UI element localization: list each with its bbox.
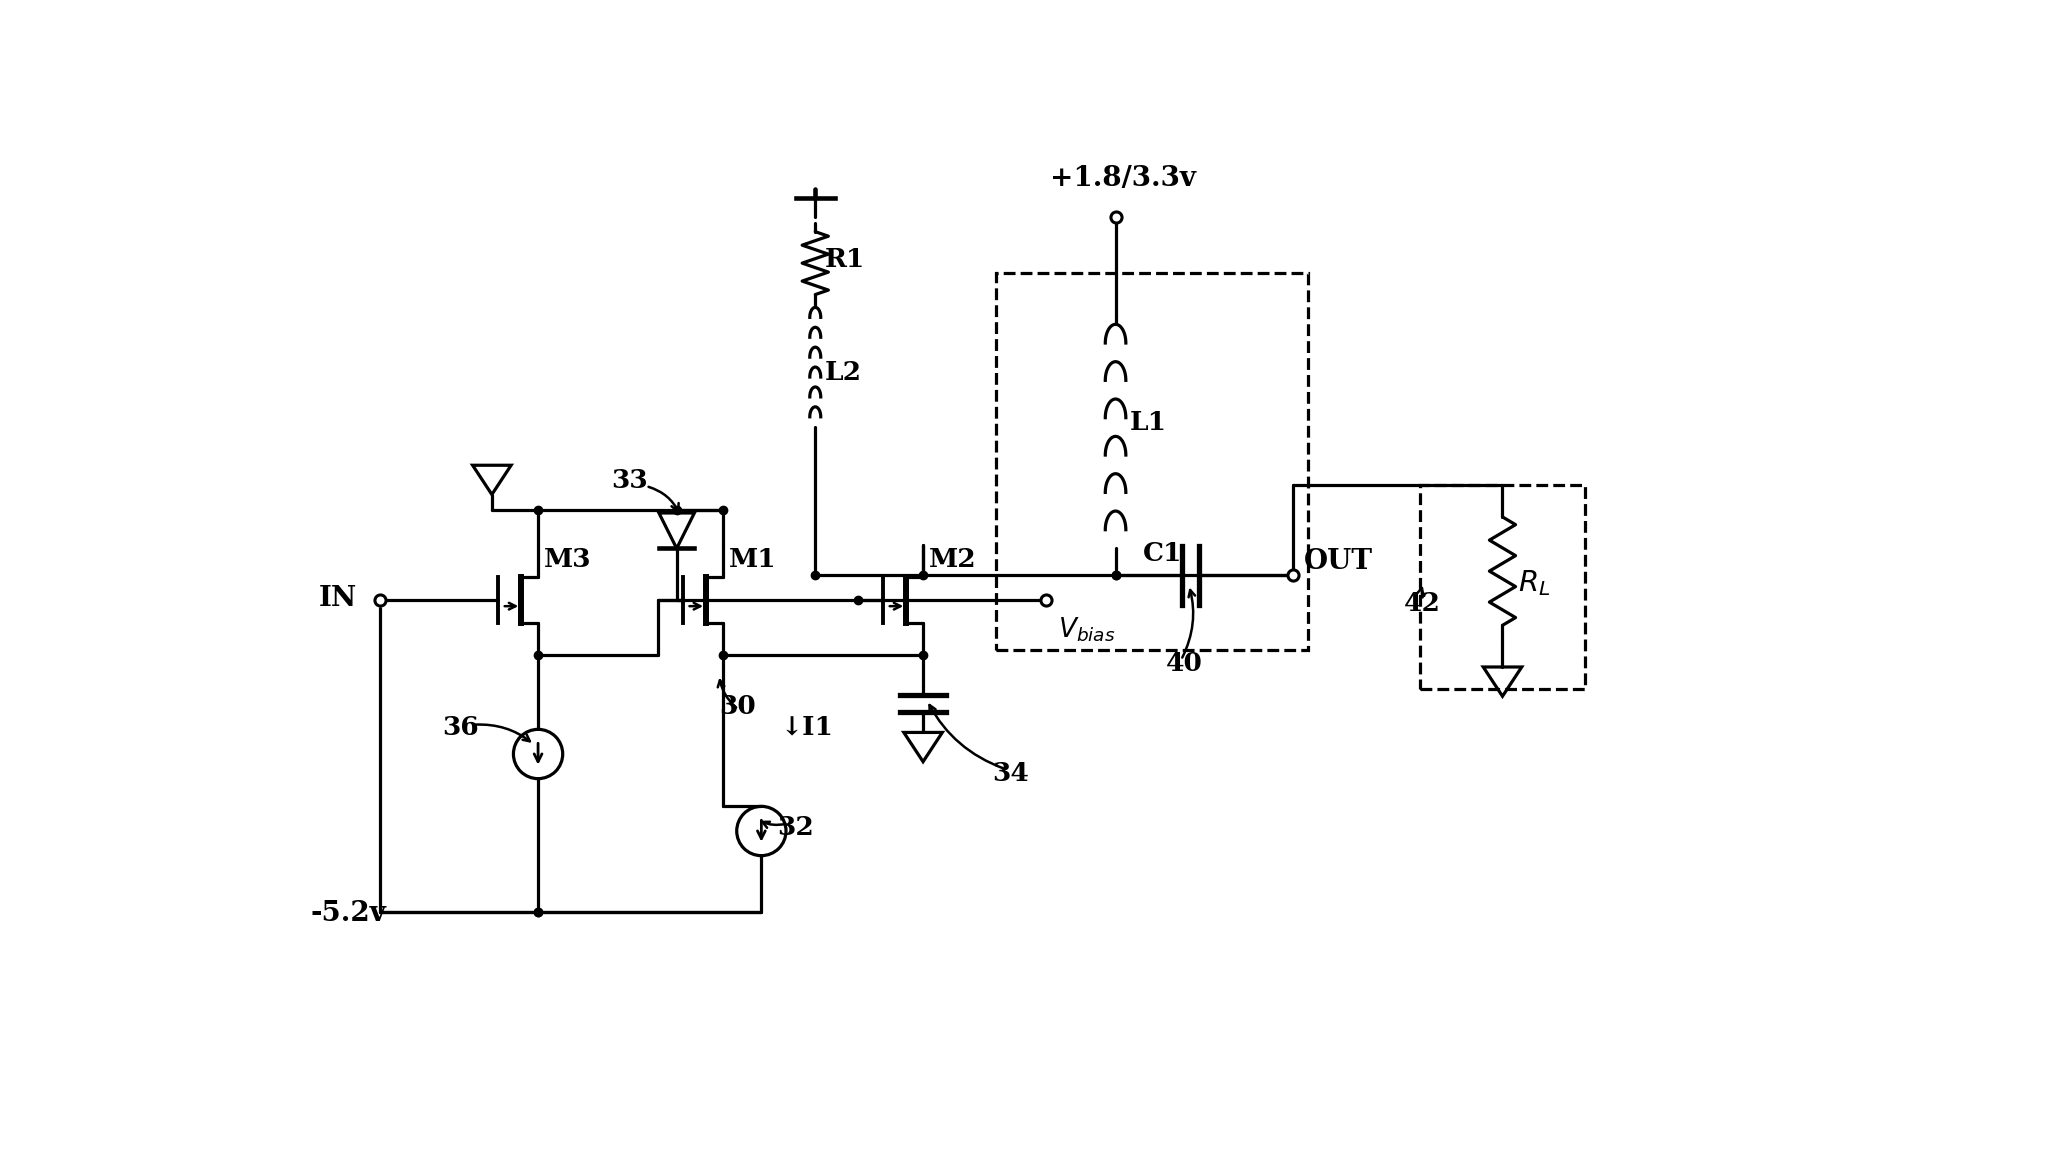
Text: M1: M1	[728, 547, 777, 573]
Text: 42: 42	[1404, 591, 1440, 616]
Text: 32: 32	[777, 814, 814, 840]
Text: 34: 34	[992, 761, 1029, 785]
Text: +1.8/3.3v: +1.8/3.3v	[1050, 166, 1197, 192]
Text: OUT: OUT	[1303, 549, 1373, 575]
Text: -5.2v: -5.2v	[311, 900, 387, 927]
Text: R1: R1	[825, 247, 865, 271]
Text: IN: IN	[319, 585, 356, 612]
Text: $V_{bias}$: $V_{bias}$	[1058, 615, 1115, 644]
Text: C1: C1	[1142, 542, 1183, 566]
Text: ↓I1: ↓I1	[782, 714, 833, 739]
Text: 36: 36	[442, 714, 479, 739]
Text: $R_L$: $R_L$	[1518, 568, 1551, 598]
Text: 40: 40	[1166, 651, 1203, 676]
Text: 33: 33	[612, 468, 649, 493]
Text: L1: L1	[1129, 409, 1166, 435]
Text: 30: 30	[718, 693, 755, 719]
Text: M3: M3	[544, 547, 591, 573]
Text: L2: L2	[825, 360, 861, 385]
Text: M2: M2	[929, 547, 976, 573]
